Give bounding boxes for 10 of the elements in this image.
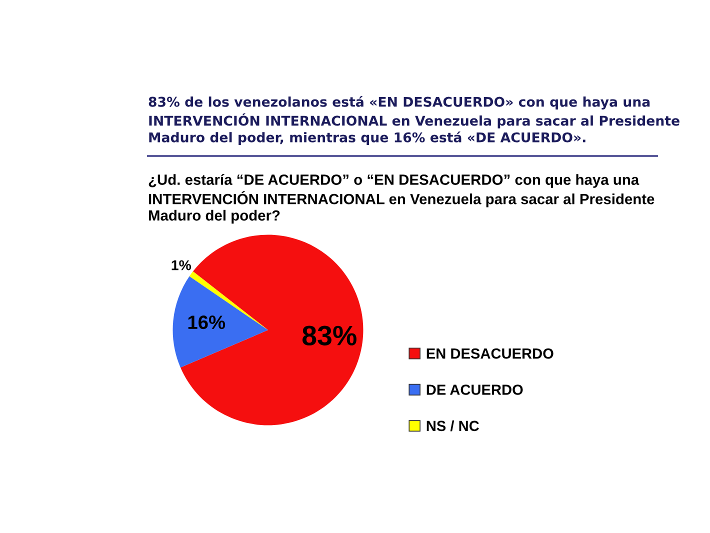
legend-label: EN DESACUERDO <box>426 348 554 359</box>
chart-subtitle: ¿Ud. estaría “DE ACUERDO” o “EN DESACUERDO” con que haya una INTERVENCIÓN INTERNACIONAL en Venezuela para sacar al Presidente Maduro del poder? <box>148 174 654 224</box>
legend-label: DE ACUERDO <box>426 384 523 395</box>
data-label: 83% <box>302 326 356 346</box>
pie-slice <box>189 271 268 330</box>
data-label: 1% <box>172 260 192 270</box>
legend-label: NS / NC <box>426 420 479 432</box>
pie-slice <box>172 276 268 368</box>
chart-title: 83% de los venezolanos está «EN DESACUERDO» con que haya una INTERVENCIÓN INTERNACIONAL en Venezuela para sacar al Presidente Maduro del poder, mientras que 16% está «DE ACUERDO». <box>148 96 680 145</box>
data-label: 16% <box>188 316 226 330</box>
